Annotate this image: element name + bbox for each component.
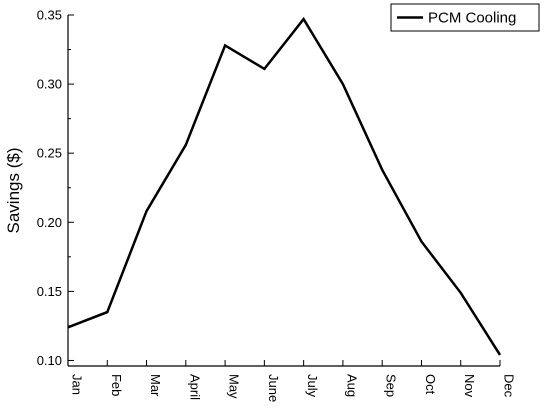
y-tick-label: 0.15 — [37, 284, 62, 299]
x-tick-label: May — [227, 374, 242, 399]
x-tick-label: Aug — [344, 374, 359, 397]
y-tick-label: 0.35 — [37, 8, 62, 23]
chart-axes — [67, 15, 500, 367]
x-tick-label: Feb — [109, 374, 124, 396]
y-tick-label: 0.30 — [37, 77, 62, 92]
x-tick-label: June — [266, 374, 281, 402]
y-axis-ticks: 0.10 0.15 0.20 0.25 0.30 0.35 — [37, 8, 74, 368]
y-tick-label: 0.10 — [37, 353, 62, 368]
x-tick-label: Dec — [502, 374, 517, 398]
legend: PCM Cooling — [390, 3, 540, 32]
x-tick-label: Nov — [462, 374, 477, 398]
y-tick-label: 0.20 — [37, 215, 62, 230]
series-line-pcm-cooling — [67, 16, 502, 356]
x-tick-label: Jan — [70, 374, 85, 395]
x-tick-label: Mar — [148, 374, 163, 397]
series-layer — [67, 16, 502, 356]
x-tick-label: April — [187, 374, 202, 400]
x-tick-label: July — [305, 374, 320, 398]
legend-label: PCM Cooling — [428, 10, 516, 27]
x-tick-label: Oct — [423, 374, 438, 395]
x-tick-label: Sep — [384, 374, 399, 397]
y-axis-title: Savings ($) — [4, 148, 23, 234]
x-axis-ticks: Jan Feb Mar April May June July Aug Sep Oct Nov Dec — [67, 360, 517, 402]
y-tick-label: 0.25 — [37, 146, 62, 161]
